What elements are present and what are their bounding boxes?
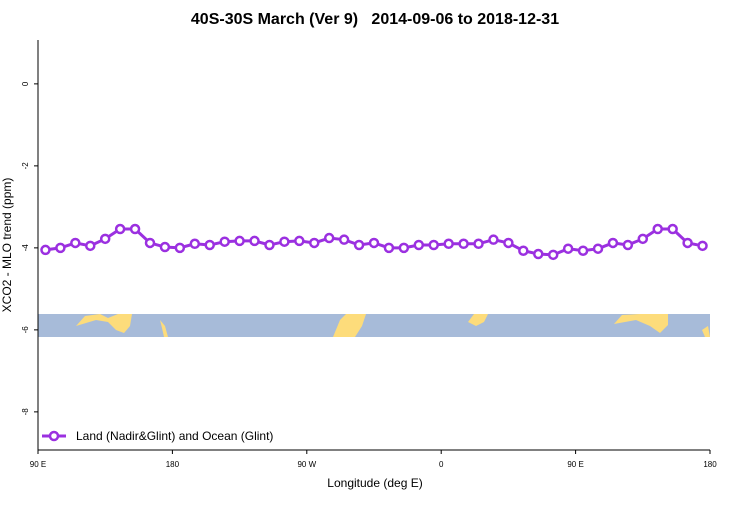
- x-tick-label: 180: [166, 460, 180, 469]
- data-point: [338, 234, 350, 245]
- data-point: [368, 237, 380, 249]
- data-point: [547, 249, 559, 261]
- data-point: [533, 248, 544, 260]
- data-point: [458, 238, 469, 250]
- data-point: [428, 239, 439, 251]
- data-point: [383, 242, 395, 254]
- data-point: [682, 237, 693, 249]
- legend-label: Land (Nadir&Glint) and Ocean (Glint): [76, 429, 273, 443]
- data-point: [323, 232, 335, 244]
- data-point: [129, 223, 141, 235]
- data-point: [264, 239, 275, 251]
- data-point: [577, 245, 589, 256]
- data-point: [488, 234, 499, 245]
- y-tick-label: 0: [21, 81, 30, 86]
- data-point: [189, 238, 201, 250]
- x-tick-label: 0: [439, 460, 444, 469]
- data-point: [85, 240, 96, 252]
- data-point: [667, 223, 678, 235]
- data-point: [518, 245, 529, 256]
- data-point: [40, 244, 51, 256]
- data-point: [398, 242, 410, 254]
- data-point: [309, 237, 320, 249]
- data-point: [637, 233, 649, 245]
- x-axis-label: Longitude (deg E): [327, 476, 422, 490]
- data-point: [503, 237, 514, 249]
- data-point: [204, 239, 215, 251]
- map-strip: [38, 314, 710, 337]
- x-tick-label: 180: [703, 460, 717, 469]
- data-point: [234, 235, 245, 247]
- legend-marker: [48, 430, 60, 442]
- data-point: [279, 236, 290, 247]
- data-point: [592, 243, 604, 254]
- y-tick-label: -8: [21, 408, 30, 416]
- data-point: [622, 239, 634, 251]
- chart-title: 40S-30S March (Ver 9) 2014-09-06 to 2018…: [191, 11, 559, 28]
- data-point: [353, 239, 365, 251]
- data-point: [294, 235, 305, 247]
- data-point: [473, 238, 484, 250]
- y-tick-label: -4: [21, 244, 30, 252]
- data-point: [174, 242, 186, 254]
- x-tick-label: 90 E: [30, 460, 46, 469]
- x-tick-label: 90 E: [567, 460, 583, 469]
- data-point: [70, 237, 81, 249]
- legend: Land (Nadir&Glint) and Ocean (Glint): [42, 429, 273, 443]
- data-point: [697, 240, 708, 252]
- data-point: [413, 239, 425, 251]
- y-tick-label: -2: [21, 162, 30, 170]
- y-tick-label: -6: [21, 326, 30, 334]
- data-point: [159, 241, 171, 253]
- data-point: [144, 237, 156, 249]
- data-point: [652, 223, 663, 235]
- data-point: [219, 236, 230, 247]
- data-point: [99, 233, 111, 245]
- data-point: [114, 223, 126, 235]
- data-point: [443, 238, 454, 250]
- data-point: [562, 243, 574, 254]
- x-tick-label: 90 W: [297, 460, 316, 469]
- data-point: [249, 235, 260, 247]
- data-point: [55, 242, 66, 254]
- data-point: [607, 237, 619, 249]
- y-axis-label: XCO2 - MLO trend (ppm): [0, 178, 14, 313]
